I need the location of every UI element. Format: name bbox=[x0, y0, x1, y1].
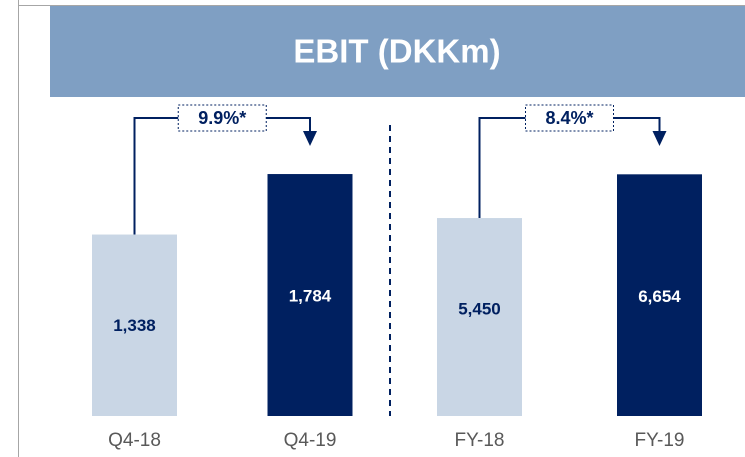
arrow-head bbox=[652, 131, 667, 146]
x-tick-label: FY-19 bbox=[635, 430, 685, 451]
bar bbox=[92, 234, 177, 416]
bar bbox=[267, 174, 353, 416]
x-tick-label: Q4-19 bbox=[284, 430, 337, 451]
value-label: 1,338 bbox=[113, 316, 156, 335]
x-tick-label: Q4-18 bbox=[108, 430, 161, 451]
annotation-box bbox=[525, 104, 614, 132]
arrow-head bbox=[303, 131, 317, 146]
bar bbox=[437, 218, 522, 416]
value-label: 6,654 bbox=[638, 287, 681, 306]
annotation-box bbox=[177, 104, 267, 132]
title-band bbox=[50, 6, 745, 97]
x-tick-label: FY-18 bbox=[455, 430, 505, 451]
chart-title: EBIT (DKKm) bbox=[293, 33, 500, 70]
value-label: 1,784 bbox=[289, 287, 332, 306]
annotation: 9.9%* bbox=[198, 108, 246, 128]
bar bbox=[617, 174, 702, 416]
annotation: 8.4%* bbox=[545, 108, 593, 128]
value-label: 5,450 bbox=[458, 300, 501, 319]
